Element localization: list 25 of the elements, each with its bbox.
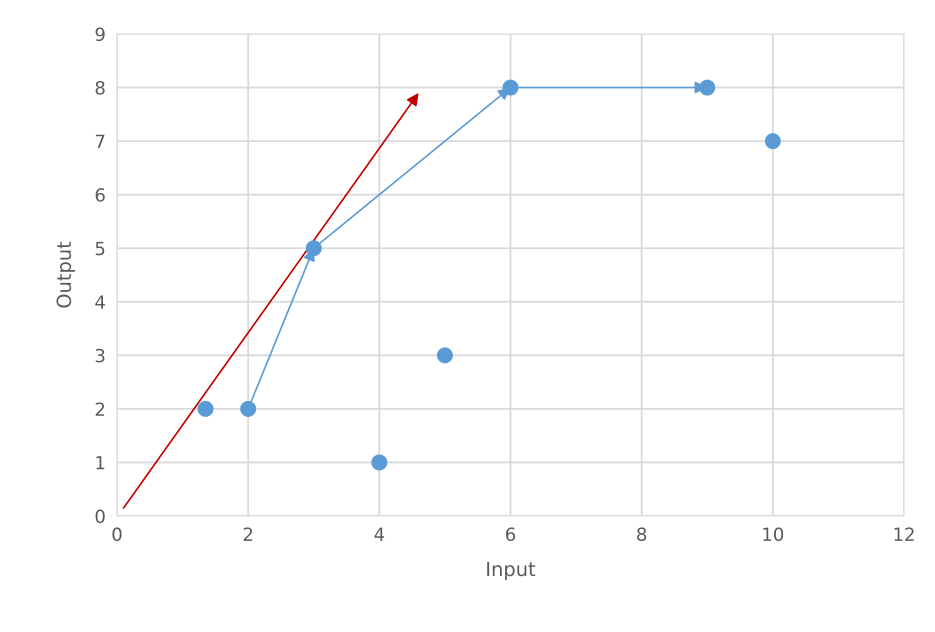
point: [699, 80, 716, 96]
y-tick-label: 9: [96, 27, 105, 42]
y-tick-label: 2: [96, 402, 104, 416]
x-tick-label: 0: [112, 527, 122, 542]
y-tick-label: 3: [96, 348, 104, 362]
point: [764, 133, 781, 150]
point: [371, 454, 388, 470]
point: [198, 400, 214, 417]
x-tick-label: 6: [506, 527, 516, 542]
x-tick-label: 4: [374, 528, 384, 541]
x-tick-label: 12: [894, 527, 914, 541]
x-tick-label: 10: [763, 527, 784, 542]
y-axis-title: Output: [56, 242, 75, 308]
point: [502, 80, 518, 96]
x-tick-label: 8: [637, 527, 646, 542]
y-tick-label: 4: [95, 295, 105, 309]
y-tick-label: 5: [96, 242, 104, 256]
y-tick-label: 6: [96, 188, 105, 202]
y-tick-label: 1: [96, 456, 104, 470]
y-tick-label: 0: [96, 509, 105, 524]
point: [436, 347, 453, 364]
x-tick-label: 2: [244, 527, 252, 541]
y-tick-label: 7: [96, 134, 104, 148]
y-tick-label: 8: [96, 81, 105, 95]
x-axis-title: Input: [487, 562, 536, 580]
